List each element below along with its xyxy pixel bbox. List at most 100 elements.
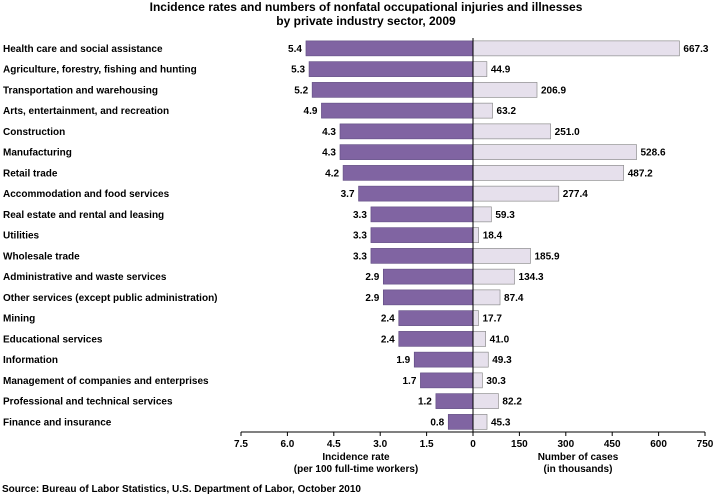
rate-bar <box>342 165 474 181</box>
rate-bar <box>308 61 474 77</box>
cases-bar <box>472 310 479 326</box>
category-label: Administrative and waste services <box>3 272 167 283</box>
category-label: Agriculture, forestry, fishing and hunti… <box>3 65 197 76</box>
rate-bar <box>382 268 474 285</box>
cases-value-label: 487.2 <box>628 168 653 179</box>
rate-axis-label-line-2: (per 100 full-time workers) <box>294 464 418 475</box>
rate-tick-label: 0 <box>470 439 476 450</box>
cases-tick-label: 600 <box>650 439 667 450</box>
cases-value-label: 59.3 <box>495 210 515 221</box>
category-label: Arts, entertainment, and recreation <box>3 106 169 117</box>
cases-tick-label: 150 <box>511 439 528 450</box>
cases-value-label: 277.4 <box>563 189 588 200</box>
rate-value-label: 2.9 <box>365 293 379 304</box>
cases-value-label: 17.7 <box>482 314 502 325</box>
category-label: Educational services <box>3 334 103 345</box>
category-label: Professional and technical services <box>3 397 173 408</box>
category-label: Management of companies and enterprises <box>3 376 209 387</box>
rate-value-label: 3.3 <box>353 251 367 262</box>
rate-bar <box>370 206 474 223</box>
rate-value-label: 3.7 <box>341 189 355 200</box>
cases-value-label: 44.9 <box>491 65 511 76</box>
rate-bar <box>305 40 474 57</box>
category-label: Real estate and rental and leasing <box>3 210 164 221</box>
cases-value-label: 45.3 <box>491 417 511 428</box>
cases-value-label: 528.6 <box>641 148 666 159</box>
category-label: Wholesale trade <box>3 251 80 262</box>
rate-value-label: 2.4 <box>381 314 395 325</box>
chart-title-line-2: by private industry sector, 2009 <box>276 14 456 28</box>
cases-bar <box>472 185 560 202</box>
cases-bar <box>472 351 489 368</box>
rate-bar <box>398 310 474 326</box>
cases-value-label: 206.9 <box>541 85 566 96</box>
rate-value-label: 4.3 <box>322 148 336 159</box>
category-label: Retail trade <box>3 168 58 179</box>
rate-tick-label: 1.5 <box>420 439 434 450</box>
cases-bar <box>472 40 680 57</box>
chart-title-line-1: Incidence rates and numbers of nonfatal … <box>150 0 583 14</box>
cases-bar <box>472 372 483 389</box>
rate-value-label: 1.7 <box>403 376 417 387</box>
rate-bar <box>382 289 474 306</box>
cases-tick-label: 750 <box>697 439 714 450</box>
cases-value-label: 49.3 <box>492 355 512 366</box>
rate-value-label: 2.4 <box>381 334 395 345</box>
rate-value-label: 3.3 <box>353 231 367 242</box>
rate-value-label: 5.4 <box>288 44 302 55</box>
cases-bar <box>472 289 501 306</box>
category-label: Accommodation and food services <box>3 189 170 200</box>
rate-value-label: 4.3 <box>322 127 336 138</box>
cases-value-label: 30.3 <box>486 376 506 387</box>
cases-value-label: 82.2 <box>502 397 522 408</box>
cases-value-label: 134.3 <box>519 272 544 283</box>
cases-axis-label-line-2: (in thousands) <box>544 464 613 475</box>
rate-bar <box>321 102 474 119</box>
cases-bar <box>472 227 479 243</box>
cases-value-label: 251.0 <box>555 127 580 138</box>
rate-bar <box>358 185 474 202</box>
category-label: Information <box>3 355 58 366</box>
plot-area: Health care and social assistance 5.4 667.… <box>3 38 714 475</box>
rate-bar <box>447 414 474 430</box>
cases-value-label: 18.4 <box>483 231 503 242</box>
category-label: Finance and insurance <box>3 417 112 428</box>
source-note: Source: Bureau of Labor Statistics, U.S.… <box>2 484 361 495</box>
cases-bar <box>472 414 488 430</box>
cases-bar <box>472 268 515 285</box>
rate-tick-label: 4.5 <box>327 439 341 450</box>
cases-value-label: 87.4 <box>504 293 524 304</box>
cases-value-label: 185.9 <box>535 251 560 262</box>
rate-value-label: 1.9 <box>396 355 410 366</box>
cases-bar <box>472 206 492 223</box>
cases-value-label: 63.2 <box>497 106 517 117</box>
rate-value-label: 5.2 <box>294 85 308 96</box>
category-label: Construction <box>3 127 65 138</box>
cases-bar <box>472 331 486 347</box>
rate-axis-label-line-1: Incidence rate <box>322 452 390 463</box>
rate-tick-label: 7.5 <box>234 439 248 450</box>
cases-axis-label-line-1: Number of cases <box>538 452 619 463</box>
rate-bar <box>370 248 474 264</box>
rate-bar <box>370 227 474 243</box>
rate-value-label: 5.3 <box>291 65 305 76</box>
rate-bar <box>339 144 474 160</box>
rate-bar <box>339 123 474 140</box>
category-label: Health care and social assistance <box>3 44 163 55</box>
category-label: Other services (except public administra… <box>3 293 218 304</box>
cases-bar <box>472 82 538 98</box>
cases-value-label: 41.0 <box>490 334 510 345</box>
cases-tick-label: 300 <box>557 439 574 450</box>
rate-bar <box>413 351 474 368</box>
rate-value-label: 4.9 <box>304 106 318 117</box>
rate-bar <box>398 331 474 347</box>
rate-bar <box>435 393 474 409</box>
rate-value-label: 2.9 <box>365 272 379 283</box>
category-label: Mining <box>3 314 35 325</box>
rate-value-label: 0.8 <box>430 417 444 428</box>
rate-value-label: 3.3 <box>353 210 367 221</box>
cases-bar <box>472 61 488 77</box>
cases-bar <box>472 123 551 140</box>
rate-tick-label: 3.0 <box>373 439 387 450</box>
